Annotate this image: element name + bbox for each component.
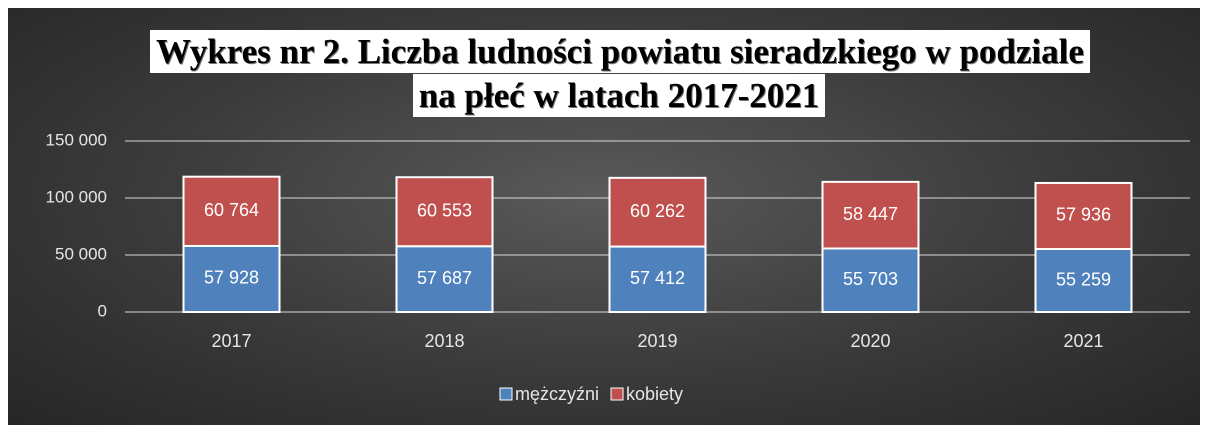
legend-swatch — [499, 387, 513, 401]
x-tick-label: 2019 — [637, 331, 677, 351]
x-tick-label: 2021 — [1063, 331, 1103, 351]
bar-segment — [395, 176, 494, 248]
y-tick-label: 150 000 — [46, 130, 107, 149]
bar-segment — [182, 175, 281, 247]
data-label: 57 936 — [1056, 205, 1111, 225]
y-tick-label: 50 000 — [55, 244, 107, 263]
x-tick-label: 2017 — [211, 331, 251, 351]
bar-segment — [1034, 181, 1133, 251]
y-tick-label: 0 — [98, 301, 107, 320]
chart-title: Wykres nr 2. Liczba ludności powiatu sie… — [150, 30, 1090, 117]
data-label: 60 553 — [417, 200, 472, 220]
x-tick-label: 2020 — [850, 331, 890, 351]
legend-label: mężczyźni — [515, 384, 599, 404]
data-label: 60 764 — [204, 200, 259, 220]
data-label: 60 262 — [630, 201, 685, 221]
bar-segment — [182, 244, 281, 313]
bar-segment — [395, 245, 494, 313]
data-label: 57 412 — [630, 268, 685, 288]
x-tick-label: 2018 — [424, 331, 464, 351]
bar-segment — [821, 247, 920, 313]
data-label: 55 703 — [843, 269, 898, 289]
legend-label: kobiety — [626, 384, 683, 404]
chart-title-box: Wykres nr 2. Liczba ludności powiatu sie… — [150, 30, 1090, 118]
legend-swatch — [610, 387, 624, 401]
data-label: 57 687 — [417, 268, 472, 288]
bar-segment — [821, 180, 920, 250]
y-tick-label: 100 000 — [46, 187, 107, 206]
data-label: 58 447 — [843, 204, 898, 224]
data-label: 55 259 — [1056, 269, 1111, 289]
bar-segment — [608, 176, 707, 248]
data-label: 57 928 — [204, 268, 259, 288]
